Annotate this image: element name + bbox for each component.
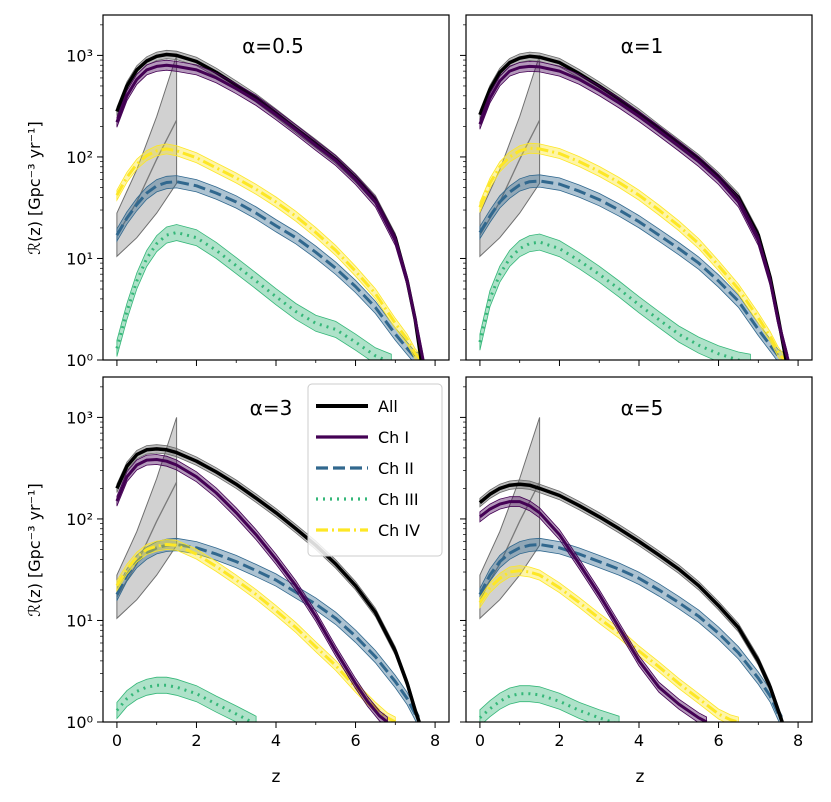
x-tick-label: 4 [271, 731, 281, 750]
legend-box [307, 383, 443, 557]
legend: All Ch I Ch II Ch III Ch IV [307, 383, 443, 557]
y-tick-label: 10⁰ [66, 351, 93, 370]
reference-line [116, 481, 178, 598]
legend-label: Ch I [378, 428, 409, 447]
band-ch-i [116, 454, 388, 722]
panel-top-right: α=1 [460, 14, 813, 366]
x-tick-label: 2 [191, 731, 201, 750]
ylabel-top: ℛ(z) [Gpc⁻³ yr⁻¹] [25, 121, 44, 254]
panel-top-left: 10⁰ 10¹ 10² 10³ α=0.5 [66, 14, 450, 370]
x-tick-label: 4 [634, 731, 644, 750]
band-all [116, 444, 420, 722]
xlabel-right: z [636, 767, 645, 787]
panel-bottom-left: 0 2 4 6 8 10⁰ 10¹ 10² 10³ α=3 [66, 376, 450, 750]
series-all [478, 482, 784, 722]
series-ch-i [478, 64, 790, 360]
panel-title: α=5 [621, 396, 664, 420]
series-ch-iii [115, 683, 255, 722]
band-ch-iii [479, 233, 751, 360]
band-ch-ii [479, 174, 787, 360]
y-tick-label: 10² [66, 510, 93, 529]
reference-band [479, 417, 541, 620]
y-tick-label: 10¹ [66, 611, 93, 630]
band-ch-iv [116, 143, 422, 360]
x-tick-label: 8 [793, 731, 803, 750]
legend-label: Ch III [378, 490, 419, 509]
legend-label: Ch IV [378, 521, 420, 540]
series-ch-iv [478, 146, 786, 360]
series-ch-i [115, 63, 425, 360]
panel-title: α=0.5 [242, 34, 304, 58]
panel-title: α=1 [621, 34, 664, 58]
x-tick-label: 0 [475, 731, 485, 750]
legend-label: All [378, 397, 398, 416]
series-ch-ii [478, 179, 787, 360]
band-ch-i [479, 60, 789, 360]
reference-band [479, 55, 541, 258]
y-tick-label: 10¹ [66, 249, 93, 268]
band-ch-iii [116, 224, 392, 360]
x-tick-label: 6 [350, 731, 360, 750]
series-ch-iv [478, 569, 739, 722]
series-ch-ii [115, 180, 422, 360]
y-tick-label: 10³ [66, 408, 93, 427]
series-ch-iv [115, 147, 423, 360]
y-tick-label: 10² [66, 148, 93, 167]
y-tick-label: 10⁰ [66, 713, 93, 732]
band-ch-iv [479, 142, 785, 360]
series-ch-iii [478, 692, 617, 722]
ylabel-bottom: ℛ(z) [Gpc⁻³ yr⁻¹] [25, 483, 44, 616]
x-tick-label: 6 [713, 731, 723, 750]
xlabel-left: z [272, 767, 281, 787]
x-tick-label: 0 [112, 731, 122, 750]
plot-area [115, 417, 421, 722]
plot-area [478, 417, 784, 722]
series-ch-ii [115, 543, 421, 722]
band-ch-i [116, 59, 424, 360]
x-tick-label: 8 [430, 731, 440, 750]
band-all [116, 49, 422, 360]
series-ch-ii [478, 543, 784, 722]
legend-label: Ch II [378, 459, 414, 478]
band-all [479, 479, 783, 722]
series-ch-i [115, 458, 389, 722]
band-all [479, 51, 787, 360]
panel-bottom-right: 0 2 4 6 8 α=5 [460, 376, 813, 750]
plot-area [478, 51, 790, 360]
series-ch-i [478, 500, 708, 722]
band-ch-iii [116, 676, 257, 722]
x-tick-label: 2 [554, 731, 564, 750]
band-ch-i [479, 496, 707, 722]
plot-area [115, 49, 425, 360]
series-all [115, 447, 421, 722]
band-ch-iv [479, 565, 739, 722]
reference-line [479, 481, 541, 598]
band-ch-iv [116, 539, 396, 722]
y-tick-label: 10³ [66, 46, 93, 65]
series-ch-iv [115, 543, 397, 722]
panel-title: α=3 [250, 396, 293, 420]
